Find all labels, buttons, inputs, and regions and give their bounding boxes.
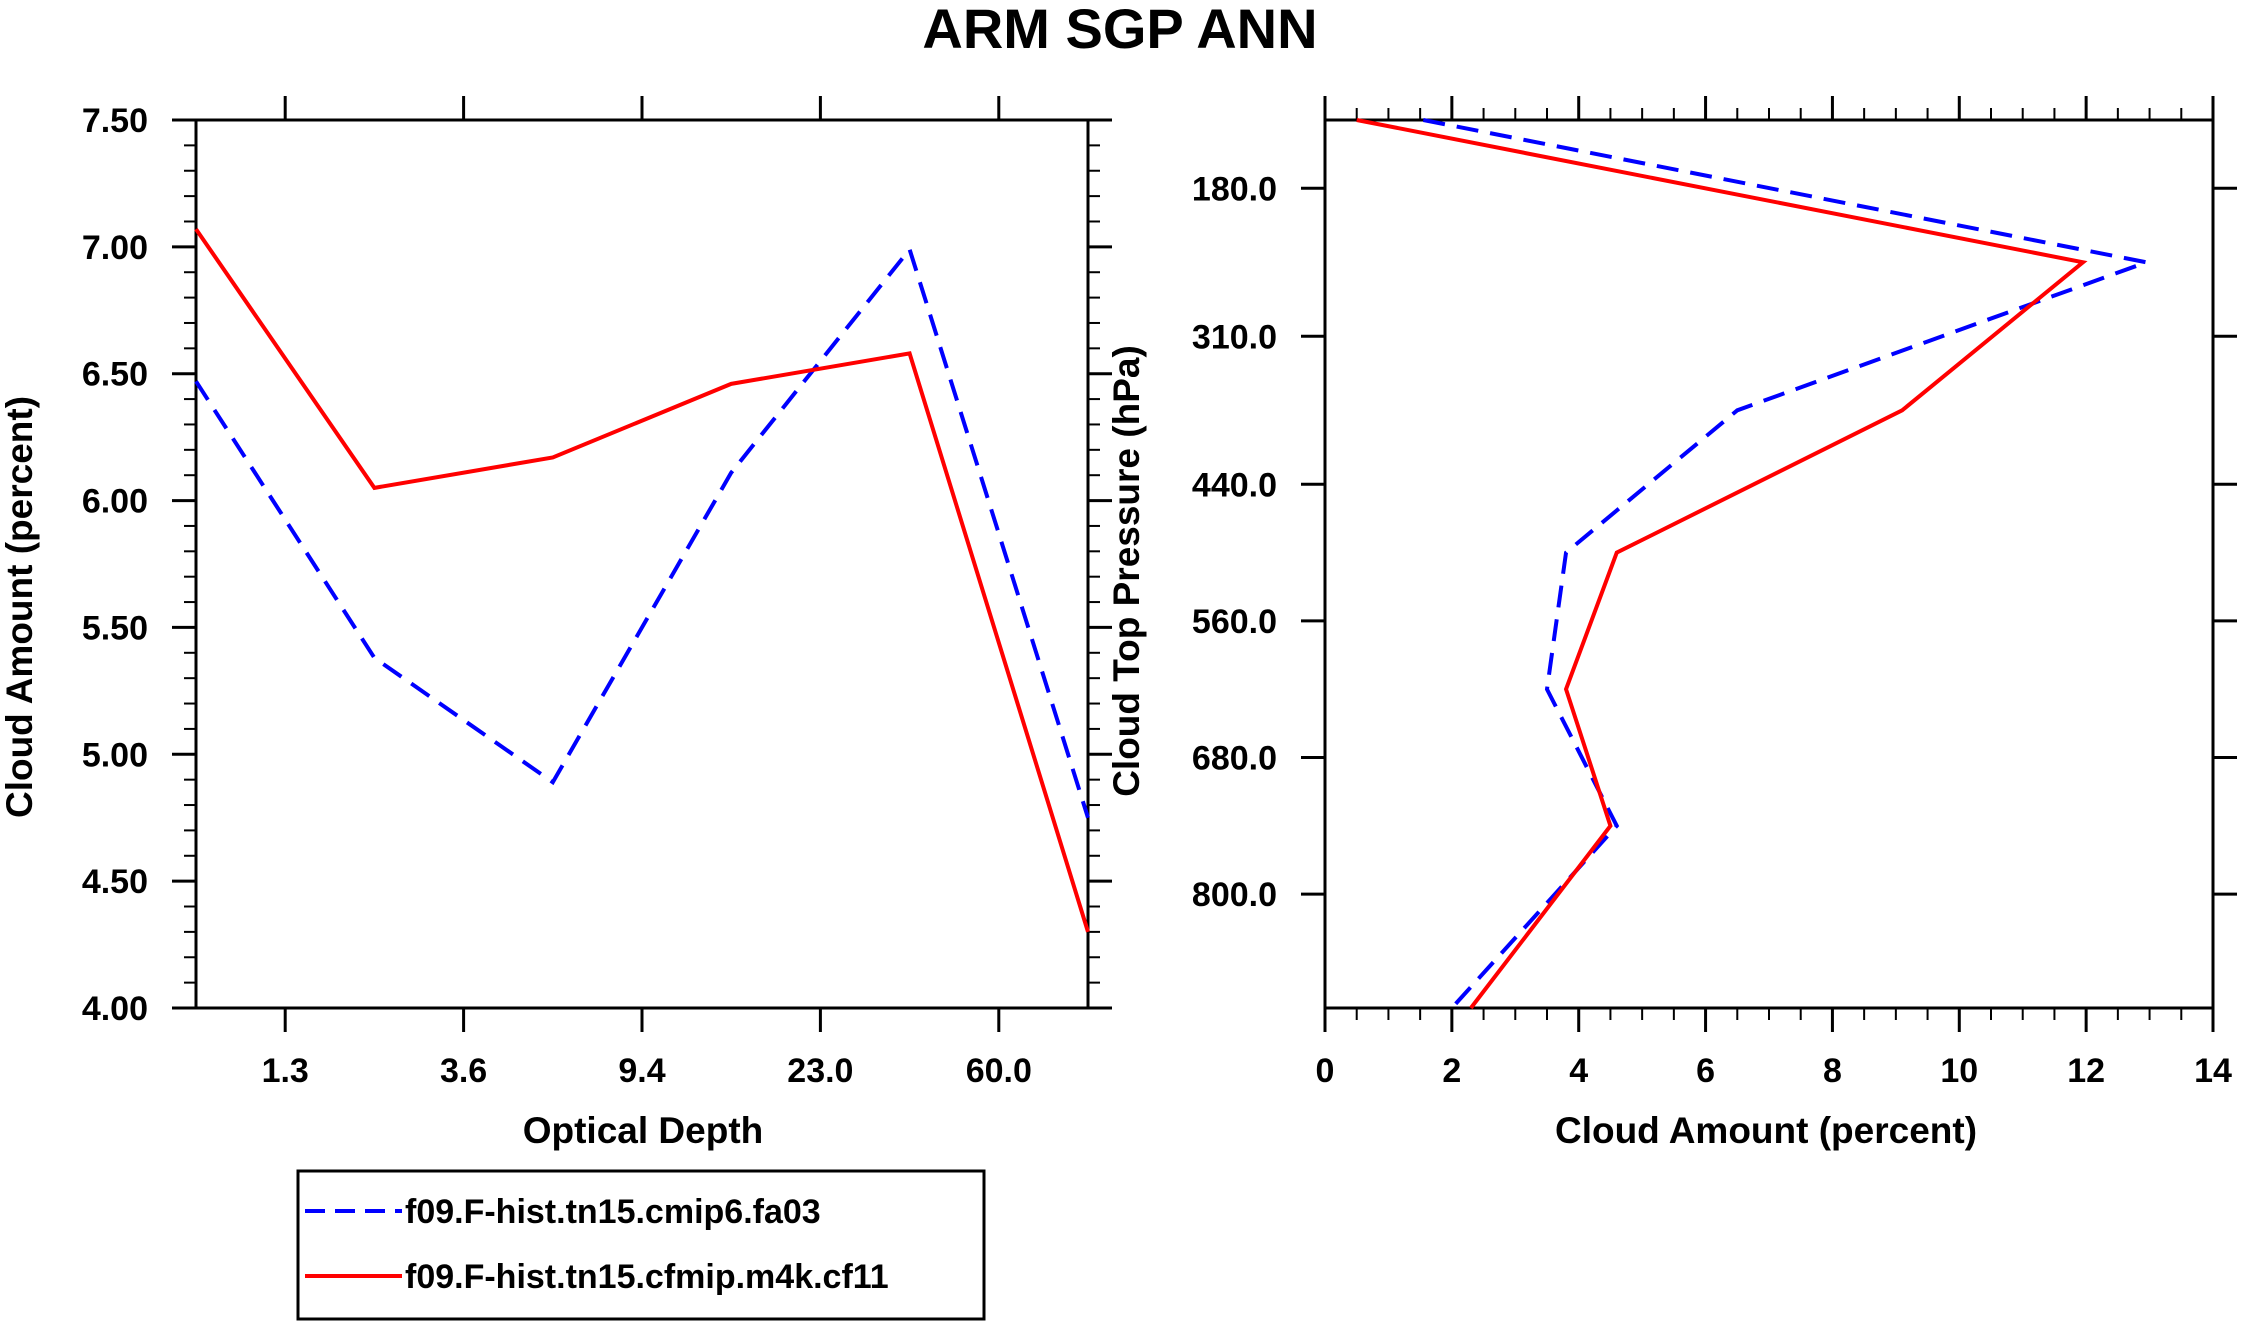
legend: f09.F-hist.tn15.cmip6.fa03 f09.F-hist.tn…	[296, 1169, 986, 1321]
legend-box	[296, 1169, 986, 1321]
right-x-tick-label: 14	[2194, 1052, 2232, 1090]
left-y-tick-label: 5.00	[82, 736, 148, 774]
left-y-tick-label: 6.00	[82, 483, 148, 521]
left-x-tick-label: 9.4	[618, 1052, 665, 1090]
right-y-tick-label: 800.0	[1192, 876, 1277, 914]
right-y-tick-label: 560.0	[1192, 603, 1277, 641]
right-plot-frame	[1323, 118, 2215, 1010]
left-y-tick-label: 6.50	[82, 356, 148, 394]
left-x-tick-label: 60.0	[966, 1052, 1032, 1090]
left-series-line-cmip6	[194, 245, 1090, 819]
left-series-line-cfmip	[194, 227, 1090, 933]
left-plot-frame	[194, 118, 1090, 1010]
left-y-tick-label: 7.00	[82, 229, 148, 267]
right-x-tick-label: 10	[1940, 1052, 1978, 1090]
right-x-tick-label: 12	[2067, 1052, 2105, 1090]
left-y-tick-label: 4.50	[82, 863, 148, 901]
right-panel: Cloud Amount (percent) Cloud Top Pressur…	[1106, 96, 2237, 1151]
right-y-tick-label: 680.0	[1192, 740, 1277, 778]
right-y-tick-label: 180.0	[1192, 170, 1277, 208]
chart-title: ARM SGP ANN	[922, 0, 1317, 60]
left-panel: Optical Depth Cloud Amount (percent) 4.0…	[0, 96, 1112, 1151]
right-x-tick-label: 8	[1823, 1052, 1842, 1090]
right-x-tick-label: 2	[1442, 1052, 1461, 1090]
left-y-axis-title: Cloud Amount (percent)	[0, 396, 40, 818]
left-y-tick-label: 5.50	[82, 609, 148, 647]
legend-label-cfmip: f09.F-hist.tn15.cfmip.m4k.cf11	[405, 1258, 889, 1296]
legend-label-cmip6: f09.F-hist.tn15.cmip6.fa03	[405, 1193, 821, 1231]
right-y-axis-title: Cloud Top Pressure (hPa)	[1106, 345, 1147, 797]
left-x-tick-label: 1.3	[262, 1052, 309, 1090]
right-series-line-cfmip	[1356, 118, 2088, 1010]
right-y-tick-label: 440.0	[1192, 466, 1277, 504]
right-y-tick-label: 310.0	[1192, 318, 1277, 356]
left-x-tick-label: 3.6	[440, 1052, 487, 1090]
right-x-axis-title: Cloud Amount (percent)	[1555, 1110, 1977, 1151]
right-series-line-cmip6	[1422, 118, 2154, 1010]
left-x-tick-label: 23.0	[787, 1052, 853, 1090]
right-x-tick-label: 4	[1569, 1052, 1588, 1090]
left-y-tick-label: 4.00	[82, 990, 148, 1028]
right-x-tick-label: 6	[1696, 1052, 1715, 1090]
left-x-axis-title: Optical Depth	[523, 1110, 764, 1151]
left-y-tick-label: 7.50	[82, 102, 148, 140]
right-x-tick-label: 0	[1316, 1052, 1335, 1090]
